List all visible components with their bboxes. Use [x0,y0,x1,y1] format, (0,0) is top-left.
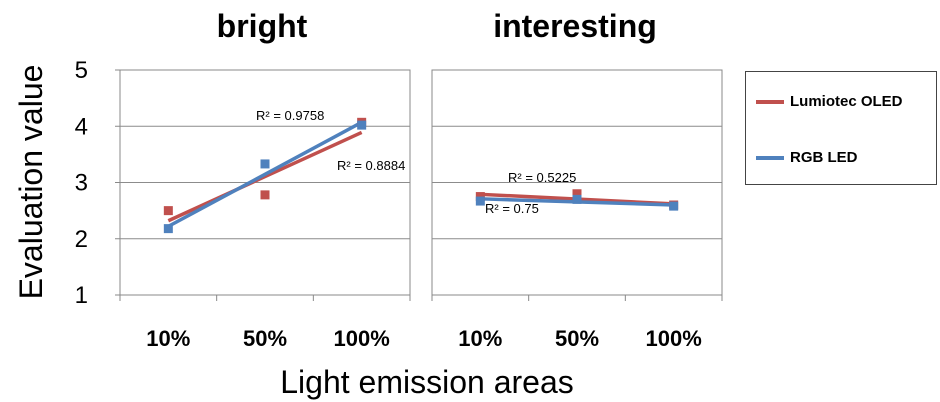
data-point-rgb-led [260,159,270,169]
data-point-oled [572,189,582,199]
data-point-rgb-led [357,120,367,130]
trendline-rgb-led [167,120,363,228]
x-tick-label: 100% [334,326,390,351]
data-point-oled [163,206,173,216]
r2-label-oled: R² = 0.5225 [508,170,576,185]
y-tick-label: 4 [75,113,88,140]
r2-label-rgb-led: R² = 0.75 [485,201,539,216]
y-tick-label: 1 [75,282,88,309]
trendline-oled [167,130,363,223]
legend-swatch-oled [756,99,784,104]
legend: Lumiotec OLED RGB LED [745,71,937,185]
x-tick-label: 50% [243,326,287,351]
legend-item-oled: Lumiotec OLED [756,93,903,110]
panel-title-interesting: interesting [493,8,657,44]
x-tick-label: 50% [555,326,599,351]
x-axis-title: Light emission areas [280,364,573,400]
panel-title-bright: bright [217,8,308,44]
legend-label-oled: Lumiotec OLED [790,93,903,110]
r2-label-oled: R² = 0.8884 [337,158,405,173]
x-tick-label: 10% [458,326,502,351]
legend-label-rgb-led: RGB LED [790,149,858,166]
r2-label-rgb-led: R² = 0.9758 [256,108,324,123]
x-tick-label: 100% [646,326,702,351]
legend-swatch-rgb-led [756,155,784,160]
data-point-oled [260,190,270,200]
data-point-rgb-led [163,224,173,234]
x-tick-label: 10% [146,326,190,351]
legend-item-rgb-led: RGB LED [756,149,858,166]
y-axis-title: Evaluation value [13,65,49,300]
y-tick-label: 3 [75,170,88,197]
data-point-rgb-led [475,196,485,206]
data-point-rgb-led [669,201,679,211]
data-point-rgb-led [572,194,582,204]
y-tick-label: 5 [75,57,88,84]
y-tick-label: 2 [75,226,88,253]
